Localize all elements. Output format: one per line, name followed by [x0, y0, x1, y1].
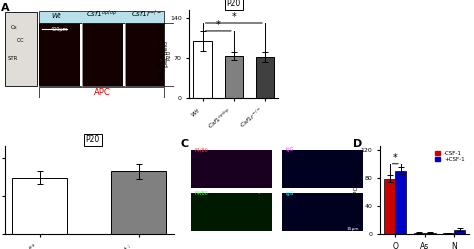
FancyBboxPatch shape: [191, 150, 272, 188]
Text: Cx: Cx: [10, 25, 18, 30]
FancyBboxPatch shape: [191, 193, 272, 231]
Text: Wt: Wt: [52, 13, 61, 19]
FancyBboxPatch shape: [5, 12, 37, 86]
Bar: [454, 230, 465, 234]
Text: F4/80: F4/80: [194, 147, 208, 152]
Text: $Csf1^{op/op}$: $Csf1^{op/op}$: [86, 9, 118, 20]
Text: *: *: [231, 12, 236, 22]
Bar: [111, 171, 166, 234]
Text: P20: P20: [227, 0, 241, 8]
Text: D: D: [354, 139, 363, 149]
Bar: [193, 41, 212, 98]
FancyBboxPatch shape: [164, 23, 173, 86]
Text: STR: STR: [8, 56, 18, 61]
Bar: [255, 57, 274, 98]
FancyBboxPatch shape: [38, 23, 80, 86]
Text: OC: OC: [17, 39, 24, 44]
Text: $Csf1r^{-/-}$: $Csf1r^{-/-}$: [131, 9, 162, 20]
Text: IgG: IgG: [286, 190, 294, 195]
Y-axis label: No. of APC+ cells
per field: No. of APC+ cells per field: [158, 27, 169, 81]
FancyBboxPatch shape: [282, 150, 363, 188]
Legend: -CSF-1, +CSF-1: -CSF-1, +CSF-1: [434, 149, 466, 164]
FancyBboxPatch shape: [282, 193, 363, 231]
Text: 400µm: 400µm: [50, 27, 68, 32]
Bar: [384, 179, 395, 234]
Text: P20: P20: [166, 50, 172, 60]
Bar: [413, 233, 425, 234]
Text: P20: P20: [85, 135, 100, 144]
Text: F4/80: F4/80: [194, 190, 208, 195]
Text: IgG: IgG: [286, 147, 294, 152]
Text: C: C: [181, 139, 189, 149]
Y-axis label: % 1° NPC clones: % 1° NPC clones: [355, 164, 359, 216]
Bar: [443, 233, 454, 234]
Bar: [12, 178, 67, 234]
Bar: [395, 171, 407, 234]
FancyBboxPatch shape: [82, 23, 123, 86]
FancyBboxPatch shape: [38, 87, 164, 98]
Bar: [425, 233, 436, 234]
FancyBboxPatch shape: [125, 23, 166, 86]
Bar: [225, 57, 243, 98]
Text: *: *: [216, 20, 221, 30]
Text: APC: APC: [93, 88, 110, 97]
Text: 20µm: 20µm: [254, 190, 266, 194]
FancyBboxPatch shape: [38, 11, 164, 23]
Text: A: A: [1, 3, 10, 13]
Text: *: *: [393, 153, 398, 163]
Text: 15µm: 15µm: [346, 227, 359, 231]
